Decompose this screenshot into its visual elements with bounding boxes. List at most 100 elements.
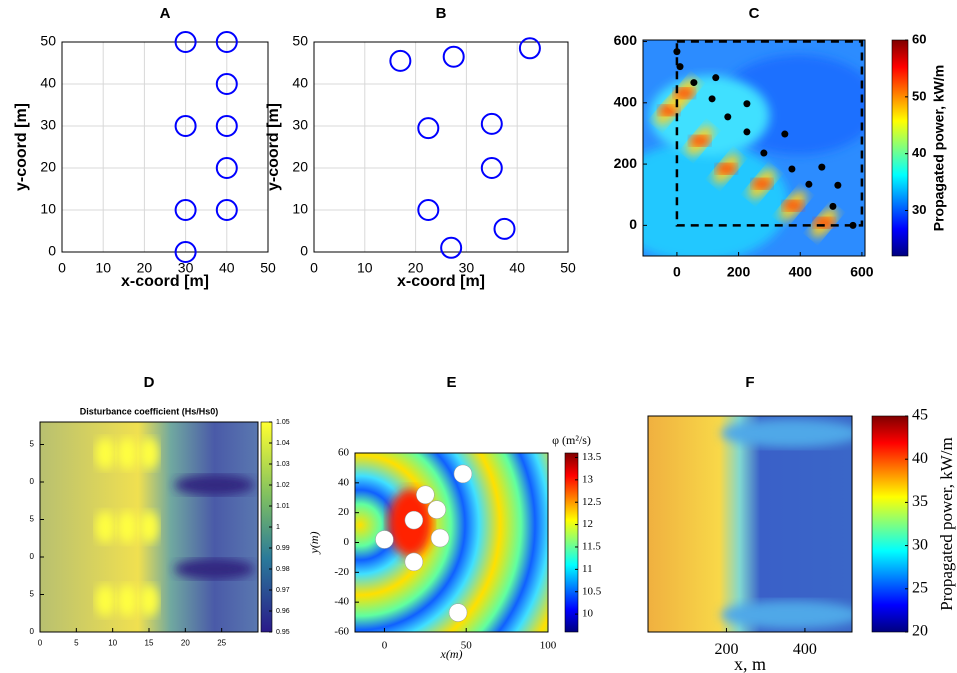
point [743,128,751,136]
heatmap-region [174,475,255,495]
circle-marker [215,31,238,53]
y-tick-label: 20 [40,159,56,175]
colorbar-tick-label: 0.99 [276,545,290,552]
y-tick-label: 0 [30,477,35,486]
heatmap-region [674,88,695,99]
circle-marker [493,217,516,240]
y-tick-label: 10 [40,201,56,217]
circle-marker [174,31,197,53]
colorbar-tick-label: 11.5 [582,541,601,553]
x-tick-label: 400 [793,641,817,658]
point [724,113,732,121]
heatmap-region [658,105,679,116]
heatmap-region [689,135,710,146]
y-tick-label: 400 [614,94,638,110]
circle-marker [174,199,197,221]
x-tick-label: 15 [145,638,154,647]
point [404,510,424,530]
y-axis-label: y(m) [307,532,321,555]
x-tick-label: 20 [181,638,190,647]
y-tick-label: 50 [40,33,56,49]
heatmap-region [117,584,138,617]
circle-marker [174,115,197,137]
colorbar-tick-label: 1.05 [276,419,290,426]
point [834,181,842,189]
x-tick-label: 10 [108,638,117,647]
colorbar-tick-label: 1 [276,524,280,531]
point [430,528,450,548]
point [829,202,837,210]
axes-frame [642,39,866,257]
colorbar-tick-label: 1.02 [276,482,290,489]
heatmap-region [174,559,255,579]
axes-frame [39,421,259,633]
colorbar-label: Propagated power, kW/m [937,437,956,611]
point [849,221,857,229]
axes-frame [647,415,853,633]
colorbar-tick-label: 0.95 [276,629,290,636]
x-tick-label: 600 [850,263,874,279]
y-tick-label: 0 [30,552,35,561]
x-tick-label: 0 [38,638,43,647]
point [712,74,720,82]
colorbar-tick-label: 35 [912,493,928,510]
circle-marker [174,241,197,263]
y-tick-label: 0 [48,243,56,259]
panel-title: E [446,374,456,391]
y-tick-label: 60 [338,447,350,459]
y-tick-label: -40 [334,596,349,608]
point [743,100,751,108]
x-tick-label: 30 [459,259,475,275]
circle-marker [389,49,412,72]
colorbar-tick-label: 0.96 [276,608,290,615]
boundary-box [675,40,864,227]
y-tick-label: 5 [30,440,35,449]
x-tick-label: 40 [509,259,525,275]
colorbar-tick-label: 20 [912,623,928,640]
colorbar-tick-label: 1.03 [276,461,290,468]
colorbar-tick-label: 40 [912,450,928,467]
x-axis-label: x(m) [440,647,463,661]
heatmap-region [139,437,159,470]
x-tick-label: 50 [461,639,473,651]
colorbar-tick-label: 10 [582,608,594,620]
axes-frame [313,41,569,253]
x-tick-label: 5 [74,638,79,647]
panel-title: B [436,5,447,22]
point [448,603,468,622]
plot-area [643,40,865,256]
x-tick-label: 20 [137,259,153,275]
x-tick-label: 400 [789,263,813,279]
y-tick-label: 20 [292,159,308,175]
colorbar-tick-label: 11 [582,563,593,575]
point [676,63,684,71]
circle-marker [417,199,440,221]
heatmap-region [95,437,116,470]
y-tick-label: 200 [614,155,638,171]
point [690,79,698,87]
axes-frame [61,41,269,253]
colorbar-label: φ (m²/s) [552,433,591,447]
point [788,165,796,173]
heatmap-region [720,600,852,629]
heatmap-region [95,584,116,617]
y-tick-label: 40 [40,75,56,91]
panel-title: A [160,5,171,22]
y-tick-label: 50 [292,33,308,49]
heatmap-region [117,511,138,543]
x-tick-label: 20 [408,259,424,275]
y-tick-label: 10 [292,201,308,217]
x-tick-label: 0 [310,259,318,275]
panel-title: D [144,374,155,391]
y-tick-label: 5 [30,515,35,524]
heatmap-region [139,511,159,543]
heatmap-region [752,178,772,189]
colorbar-tick-label: 60 [912,31,926,46]
circle-marker [442,45,465,68]
point [416,485,435,505]
panel-title: C [749,5,760,22]
x-axis-label: x-coord [m] [121,273,209,290]
colorbar-tick-label: 25 [912,579,928,596]
x-tick-label: 25 [217,638,226,647]
colorbar-tick-label: 40 [912,145,926,160]
